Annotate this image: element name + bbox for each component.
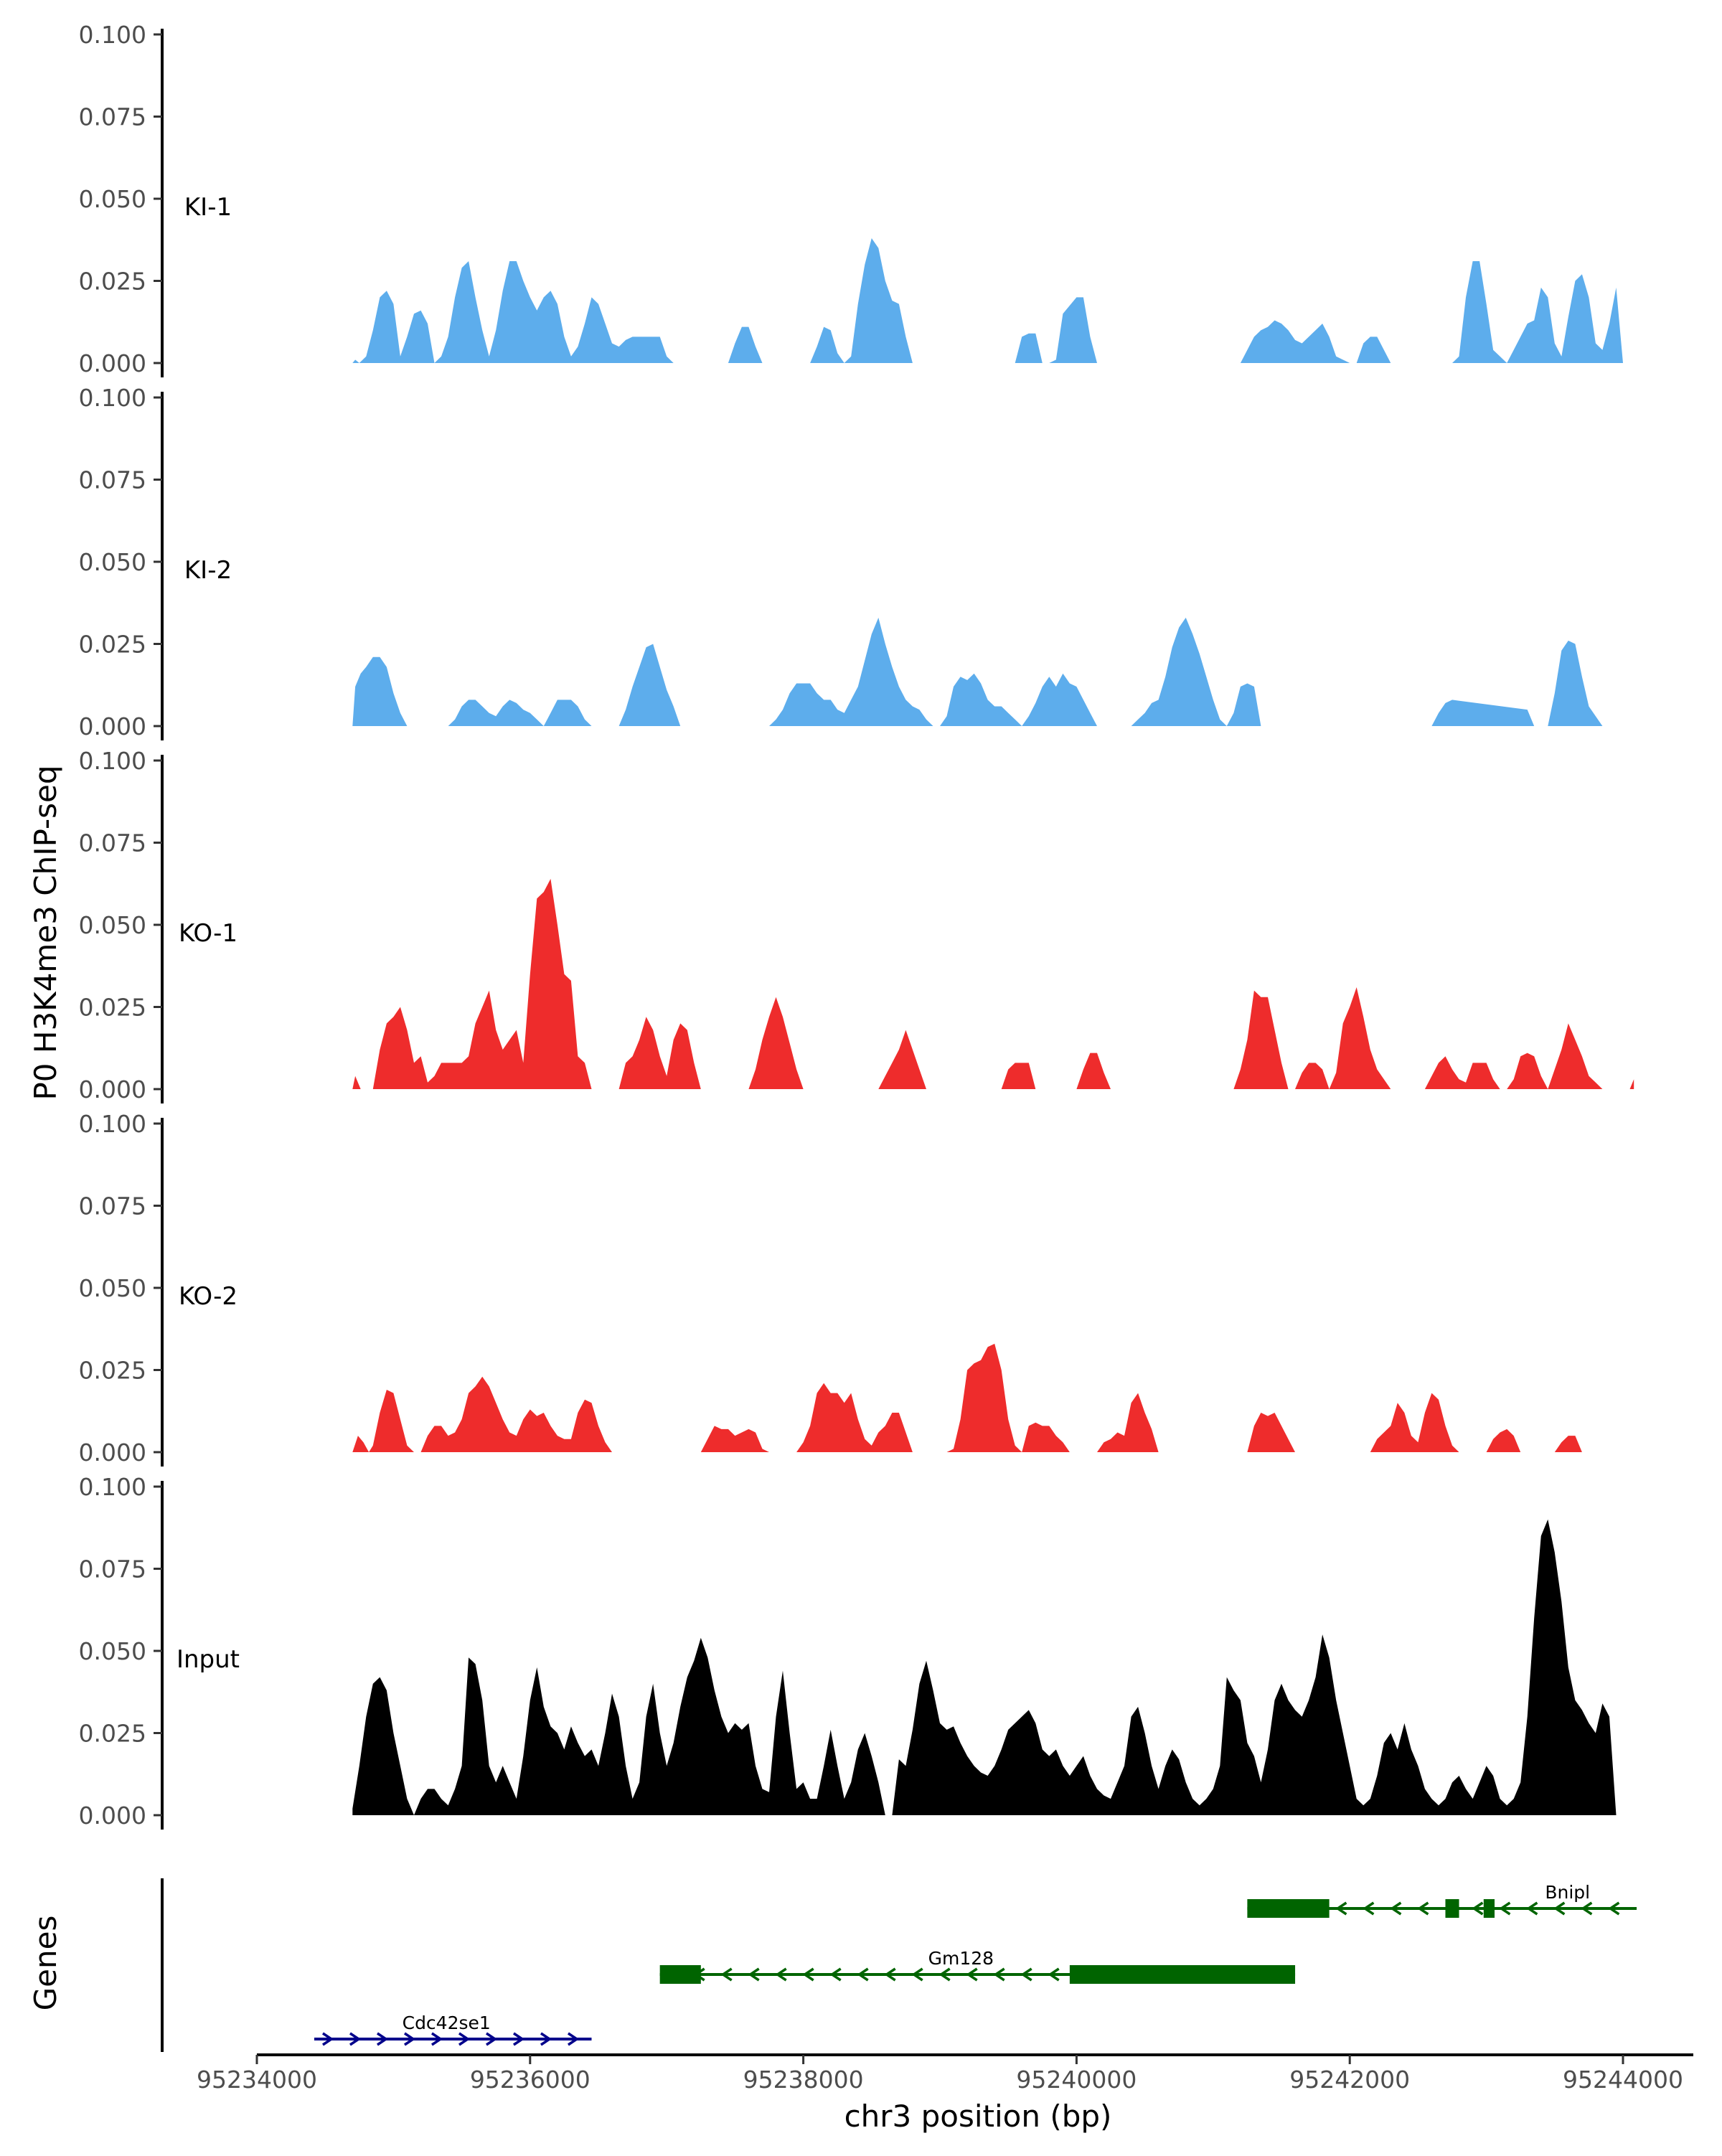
gene-gm128-strand-arrow (829, 1967, 842, 1982)
track-label-ki-1: KI-1 (184, 193, 232, 222)
gene-gm128-strand-arrow (966, 1967, 978, 1982)
track-label-input: Input (177, 1645, 240, 1674)
x-tick-label: 95242000 (1289, 2066, 1410, 2094)
signal-area-ki-1 (352, 238, 1623, 363)
y-tick-label: 0.000 (79, 712, 146, 740)
y-tick-label: 0.075 (79, 466, 146, 494)
gene-gm128-strand-arrow (748, 1967, 760, 1982)
y-tick-label: 0.075 (79, 1192, 146, 1220)
gene-bnipl-strand-arrow (1608, 1901, 1620, 1916)
gene-bnipl-strand-arrow (1472, 1901, 1484, 1916)
signal-area-ko-1 (352, 878, 1634, 1089)
gene-bnipl-strand-arrow (1553, 1901, 1566, 1916)
x-tick-label: 95238000 (743, 2066, 864, 2094)
x-tick-label: 95240000 (1016, 2066, 1137, 2094)
y-tick-label: 0.075 (79, 1555, 146, 1583)
gene-cdc42se1-strand-arrow (512, 2032, 525, 2046)
y-tick-label: 0.100 (79, 747, 146, 775)
y-tick-label: 0.025 (79, 994, 146, 1022)
y-tick-label: 0.000 (79, 1439, 146, 1467)
y-tick-label: 0.025 (79, 1357, 146, 1385)
gene-cdc42se1-strand-arrow (430, 2032, 443, 2046)
gene-bnipl-strand-arrow (1390, 1901, 1402, 1916)
gene-gm128-strand-arrow (993, 1967, 1005, 1982)
gene-bnipl-exon (1445, 1899, 1459, 1918)
gene-gm128-strand-arrow (938, 1967, 951, 1982)
y-tick-label: 0.025 (79, 631, 146, 659)
gene-bnipl-exon (1483, 1899, 1495, 1918)
gene-gm128-exon (1069, 1965, 1296, 1984)
gene-cdc42se1-strand-arrow (376, 2032, 389, 2046)
gene-bnipl-exon (1247, 1899, 1330, 1918)
gene-gm128-strand-arrow (802, 1967, 814, 1982)
y-tick-label: 0.100 (79, 21, 146, 49)
y-tick-label: 0.050 (79, 185, 146, 213)
gene-cdc42se1-strand-arrow (540, 2032, 552, 2046)
gene-gm128-strand-arrow (1020, 1967, 1032, 1982)
signal-area-ko-2 (352, 1343, 1623, 1452)
gene-gm128-strand-arrow (884, 1967, 896, 1982)
y-tick-label: 0.050 (79, 1637, 146, 1665)
gene-gm128-strand-arrow (720, 1967, 733, 1982)
y-tick-label: 0.000 (79, 1802, 146, 1830)
gene-gm128-strand-arrow (1048, 1967, 1060, 1982)
gene-cdc42se1-strand-arrow (458, 2032, 471, 2046)
gene-cdc42se1-label: Cdc42se1 (403, 2013, 491, 2033)
gene-gm128-strand-arrow (857, 1967, 869, 1982)
y-tick-label: 0.000 (79, 349, 146, 377)
gene-gm128-exon (659, 1965, 701, 1984)
gene-cdc42se1-strand-arrow (567, 2032, 580, 2046)
y-tick-label: 0.050 (79, 911, 146, 939)
y-tick-label: 0.100 (79, 384, 146, 412)
track-label-ko-2: KO-2 (179, 1282, 237, 1311)
gene-cdc42se1-strand-arrow (485, 2032, 498, 2046)
y-tick-label: 0.100 (79, 1110, 146, 1138)
x-tick-label: 95236000 (470, 2066, 591, 2094)
gene-gm128-label: Gm128 (928, 1948, 994, 1969)
x-tick-label: 95244000 (1563, 2066, 1683, 2094)
gene-bnipl-strand-arrow (1363, 1901, 1375, 1916)
y-tick-label: 0.000 (79, 1075, 146, 1103)
y-tick-label: 0.100 (79, 1473, 146, 1501)
y-tick-label: 0.075 (79, 829, 146, 857)
track-label-ko-1: KO-1 (179, 919, 237, 948)
y-tick-label: 0.050 (79, 1274, 146, 1302)
gene-bnipl-strand-arrow (1417, 1901, 1429, 1916)
gene-gm128-strand-arrow (775, 1967, 787, 1982)
signal-area-input (352, 1519, 1617, 1815)
y-tick-label: 0.050 (79, 548, 146, 576)
y-tick-label: 0.025 (79, 268, 146, 296)
y-tick-label: 0.075 (79, 103, 146, 131)
x-tick-label: 95234000 (197, 2066, 317, 2094)
x-axis-title: chr3 position (bp) (844, 2099, 1112, 2134)
gene-cdc42se1-strand-arrow (349, 2032, 362, 2046)
gene-bnipl-strand-arrow (1581, 1901, 1593, 1916)
gene-cdc42se1-strand-arrow (321, 2032, 334, 2046)
gene-bnipl-strand-arrow (1499, 1901, 1511, 1916)
gene-cdc42se1-strand-arrow (403, 2032, 416, 2046)
gene-bnipl-strand-arrow (1526, 1901, 1538, 1916)
signal-area-ki-2 (352, 617, 1603, 726)
gene-gm128-strand-arrow (911, 1967, 923, 1982)
gene-bnipl-strand-arrow (1335, 1901, 1347, 1916)
gene-bnipl-label: Bnipl (1545, 1882, 1590, 1903)
genes-axis-title: Genes (28, 1916, 63, 2011)
track-label-ki-2: KI-2 (184, 556, 232, 585)
y-axis-title: P0 H3K4me3 ChIP-seq (28, 765, 63, 1100)
y-tick-label: 0.025 (79, 1720, 146, 1748)
